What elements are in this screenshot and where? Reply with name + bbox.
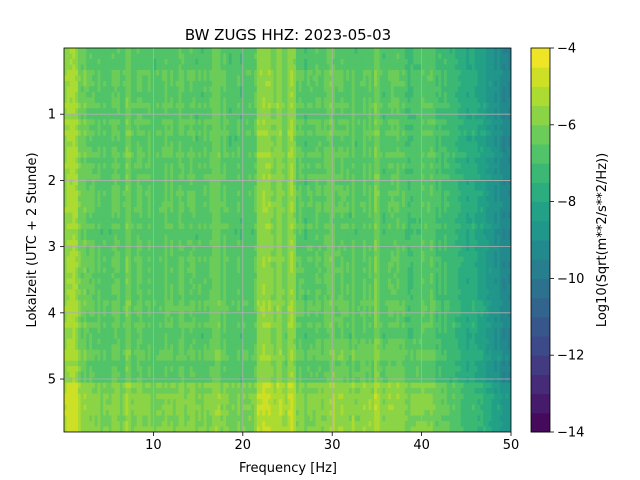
chart-title: BW ZUGS HHZ: 2023-05-03 [185,26,391,44]
plot-area [64,48,512,433]
heatmap-cells [64,48,512,433]
